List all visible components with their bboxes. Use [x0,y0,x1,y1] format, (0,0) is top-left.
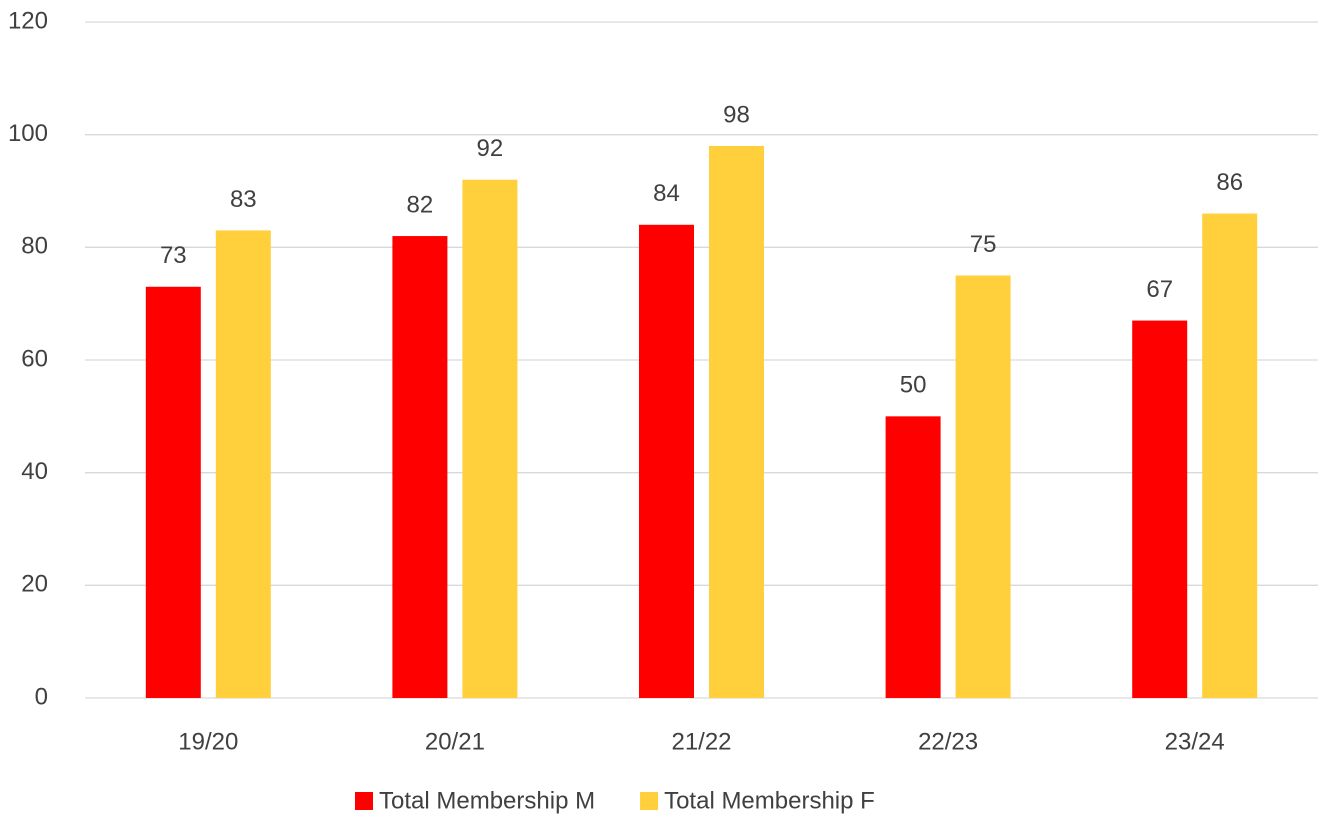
y-tick-label: 120 [8,7,48,34]
y-tick-label: 20 [21,571,48,598]
data-label: 86 [1216,169,1243,196]
bar [215,230,271,698]
legend-label: Total Membership M [379,787,595,814]
x-tick-label: 23/24 [1165,728,1225,755]
data-label: 73 [160,242,187,269]
bar [709,145,764,698]
bar [1202,213,1258,699]
x-tick-label: 19/20 [178,728,238,755]
data-label: 67 [1146,276,1173,303]
x-tick-label: 22/23 [918,728,978,755]
bar [955,275,1011,698]
data-label: 83 [230,186,257,213]
y-tick-label: 60 [21,345,48,372]
y-tick-label: 0 [35,683,48,710]
bar [145,286,201,698]
data-label: 82 [407,191,434,218]
data-label: 92 [477,135,504,162]
bar [392,236,448,699]
legend-swatch [640,792,659,810]
y-tick-label: 80 [21,233,48,260]
legend-swatch [355,792,373,810]
data-label: 75 [970,231,997,258]
data-label: 50 [900,372,927,399]
data-label: 84 [653,180,680,207]
data-label: 98 [723,101,750,128]
y-tick-label: 40 [21,458,48,485]
bar [885,416,941,698]
x-tick-label: 21/22 [671,728,731,755]
legend-label: Total Membership F [664,787,875,814]
bar [639,224,694,699]
bar [462,179,518,698]
x-tick-label: 20/21 [425,728,485,755]
bar [1132,320,1188,698]
y-tick-label: 100 [8,120,48,147]
